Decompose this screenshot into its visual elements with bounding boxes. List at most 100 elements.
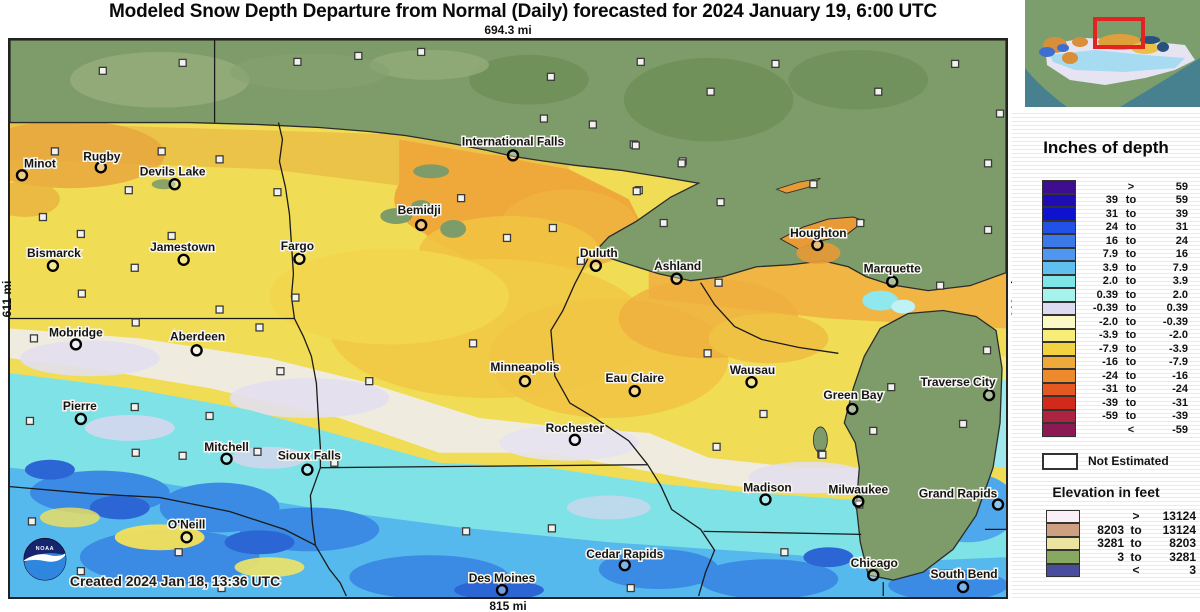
range-min: 0.39 — [1096, 288, 1118, 301]
city-label: International Falls — [462, 134, 565, 148]
range-min: 24 — [1105, 221, 1118, 234]
station-square — [205, 411, 214, 421]
city-label: Des Moines — [469, 571, 536, 585]
legend-swatch — [1046, 509, 1080, 523]
city-marker — [293, 252, 306, 265]
range-max: -3.9 — [1169, 342, 1188, 355]
city-marker — [506, 149, 520, 162]
station-square — [215, 305, 224, 314]
city-marker — [94, 161, 108, 174]
range-min: -0.39 — [1092, 302, 1118, 315]
city-label: Mobridge — [49, 325, 103, 339]
station-square — [98, 66, 107, 75]
city-label: Bismarck — [27, 246, 81, 260]
city-label: Jamestown — [150, 240, 215, 254]
main-map[interactable]: Minot Rugby Devils Lake Bismarck Jamestown Fa… — [10, 40, 1006, 597]
legend-swatch — [1046, 536, 1080, 550]
range-min: -16 — [1102, 356, 1118, 369]
snow-legend-row: -7.9 to -3.9 — [1042, 342, 1200, 356]
ocean-gulf — [1120, 58, 1200, 107]
city-marker — [991, 498, 1005, 511]
legend-swatch — [1042, 288, 1076, 302]
range-max: 3.9 — [1172, 275, 1188, 288]
station-square — [330, 458, 339, 467]
legend-swatch — [1046, 550, 1080, 564]
map-scale-left: 611 mi — [0, 280, 14, 318]
city-label: Duluth — [580, 246, 618, 260]
snow-legend-row: 2.0 to 3.9 — [1042, 274, 1200, 288]
elevation-legend-title: Elevation in feet — [1052, 483, 1160, 500]
city-label: Fargo — [281, 239, 314, 253]
station-square — [677, 159, 686, 168]
city-marker — [759, 493, 772, 506]
range-op: to — [1125, 194, 1137, 207]
station-square — [76, 567, 85, 576]
snow-legend-row: < -59 — [1042, 423, 1200, 437]
city-marker — [867, 568, 880, 582]
legend-panel: Inches of depth >59 39 to 59 31 to 39 24 to 31 16 t… — [1012, 110, 1200, 598]
station-square — [631, 141, 640, 150]
city-label: Rugby — [83, 149, 121, 163]
legend-swatch — [1042, 369, 1076, 383]
door-peninsula-island — [812, 426, 828, 454]
station-square — [354, 51, 363, 61]
city-marker — [180, 531, 193, 544]
elevation-legend: >13124 8203 to 13124 3281 to 8203 3 to 3281 <3 — [1046, 509, 1200, 577]
legend-swatch — [1042, 207, 1076, 221]
city-label: Eau Claire — [606, 371, 665, 385]
city-marker-layer: Minot Rugby Devils Lake Bismarck Jamestown Fa… — [15, 133, 1005, 597]
legend-swatch — [1042, 396, 1076, 410]
legend-swatch — [1042, 342, 1076, 356]
station-square — [716, 197, 725, 207]
station-square — [273, 188, 282, 197]
us-overview-map[interactable] — [1025, 0, 1200, 107]
station-square — [539, 114, 549, 123]
station-square — [958, 419, 968, 429]
elevation-legend-row: <3 — [1046, 563, 1200, 577]
city-marker — [15, 169, 29, 182]
station-square — [995, 109, 1005, 118]
range-max: 13124 — [1162, 509, 1196, 524]
departure-field — [10, 120, 1006, 597]
station-square-layer — [25, 47, 1005, 593]
city-label: Ashland — [654, 259, 701, 273]
station-square — [365, 377, 374, 386]
range-op: to — [1125, 369, 1137, 382]
city-marker — [177, 253, 190, 266]
noaa-logo: NOAA — [23, 537, 67, 581]
station-square — [174, 548, 183, 557]
range-op: to — [1125, 288, 1137, 301]
range-max: 0.39 — [1166, 302, 1188, 315]
created-timestamp: Created 2024 Jan 18, 13:36 UTC — [70, 573, 280, 589]
station-square — [461, 527, 471, 536]
legend-swatch — [1046, 523, 1080, 537]
station-square — [887, 383, 896, 392]
city-marker — [852, 495, 865, 508]
station-square — [131, 448, 140, 457]
city-label: Cedar Rapids — [586, 547, 663, 561]
range-max: -59 — [1172, 423, 1188, 436]
page-title: Modeled Snow Depth Departure from Normal… — [109, 1, 937, 22]
station-square — [293, 57, 302, 67]
station-square — [130, 402, 139, 412]
snow-legend-row: -24 to -16 — [1042, 369, 1200, 383]
city-label: Marquette — [864, 262, 921, 276]
range-op: to — [1125, 248, 1137, 261]
city-marker — [495, 583, 509, 597]
station-square — [588, 120, 597, 129]
city-label: Mitchell — [204, 440, 249, 454]
city-label: Madison — [743, 481, 792, 495]
legend-swatch — [1042, 423, 1076, 437]
range-max: 59 — [1175, 180, 1188, 193]
station-square — [253, 447, 262, 456]
legend-swatch — [1042, 301, 1076, 315]
map-scale-top: 694.3 mi — [484, 23, 532, 37]
range-min: -3.9 — [1099, 329, 1118, 342]
range-op: to — [1125, 329, 1137, 342]
range-op: to — [1125, 356, 1137, 369]
city-marker — [956, 580, 970, 594]
city-marker — [886, 275, 899, 288]
range-min: -24 — [1102, 369, 1118, 382]
station-square — [50, 147, 60, 156]
snow-legend-row: -0.39 to 0.39 — [1042, 301, 1200, 315]
